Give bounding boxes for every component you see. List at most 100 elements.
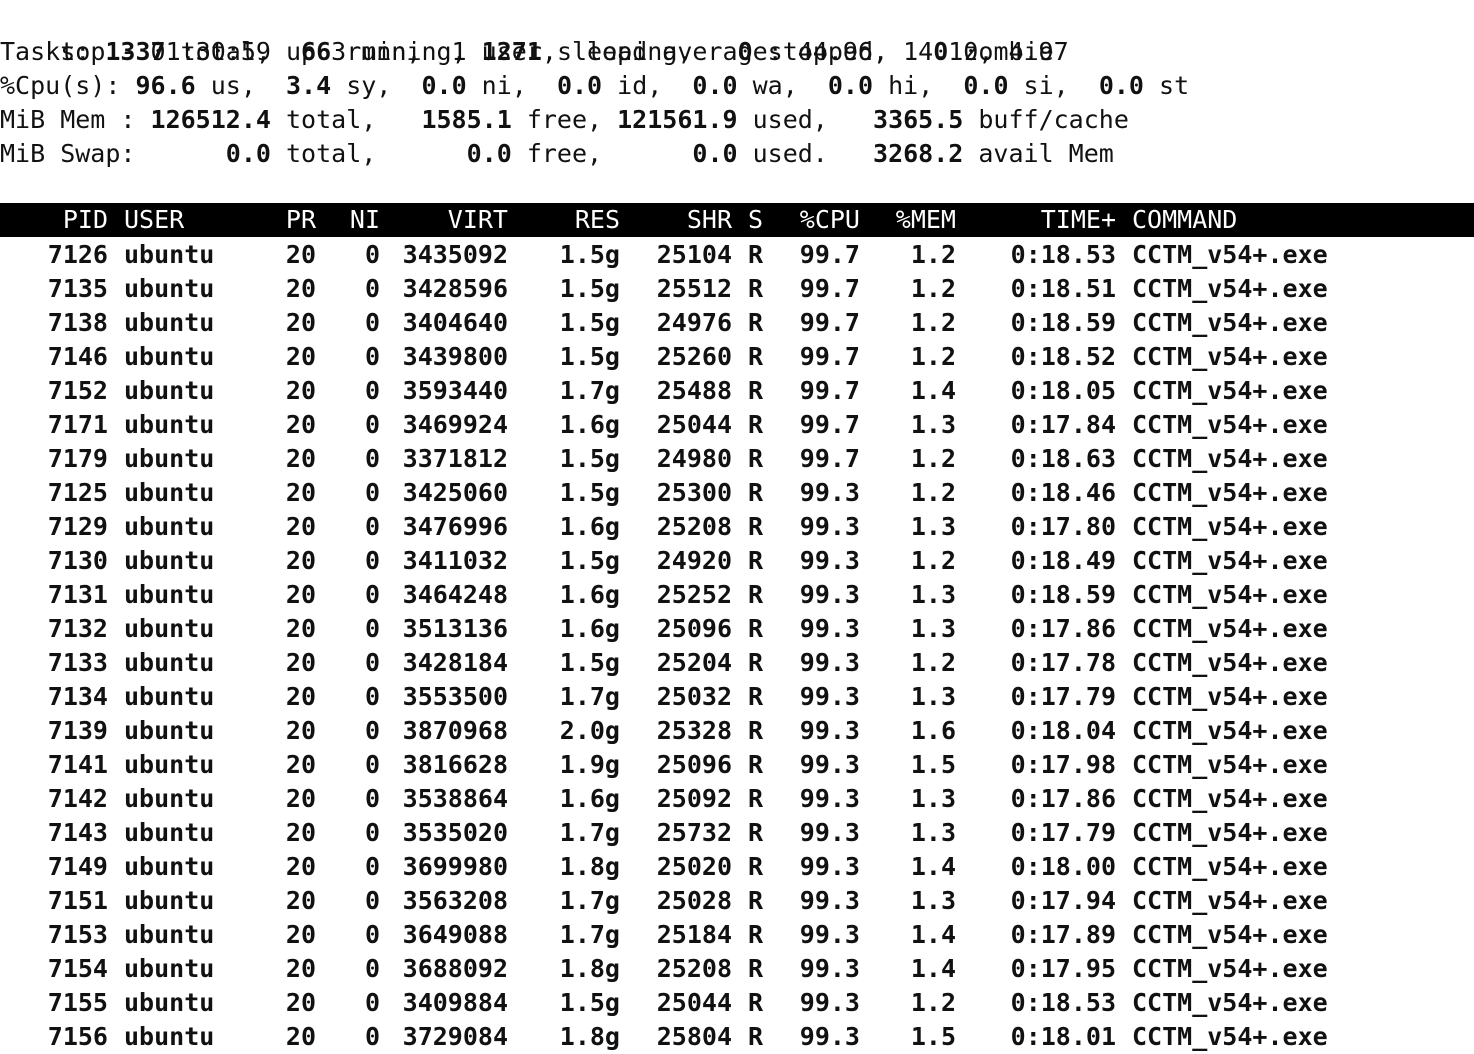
process-virt: 3435092 [402,240,508,269]
process-user: ubuntu [124,852,215,881]
process-mem: 1.3 [910,682,956,711]
process-command: CCTM_v54+.exe [1132,478,1328,507]
tasks-total: 1337 [105,37,166,66]
process-res: 1.9g [559,750,620,779]
process-mem: 1.5 [910,750,956,779]
column-header-s: S [748,205,764,234]
process-shr: 25732 [656,818,732,847]
process-pid: 7132 [47,614,108,643]
process-mem: 1.2 [910,988,956,1017]
process-command: CCTM_v54+.exe [1132,342,1328,371]
process-virt: 3699980 [402,852,508,881]
column-header-pr: PR [285,205,316,234]
process-res: 1.8g [559,1022,620,1051]
process-s: R [748,784,764,813]
mem-label: MiB Mem : [0,105,151,134]
cpu-si: 0.0 [963,71,1009,100]
swap-avail-label: avail Mem [963,139,1114,168]
process-ni: 0 [364,410,380,439]
process-virt: 3371812 [402,444,508,473]
process-cpu: 99.7 [799,376,860,405]
process-time: 0:17.78 [1010,648,1116,677]
process-cpu: 99.3 [799,852,860,881]
cpu-st: 0.0 [1098,71,1144,100]
process-s: R [748,988,764,1017]
cpu-id: 0.0 [556,71,603,100]
process-virt: 3464248 [402,580,508,609]
process-shr: 25252 [656,580,732,609]
process-pr: 20 [285,546,316,575]
process-user: ubuntu [124,274,215,303]
process-shr: 25184 [656,920,732,949]
process-user: ubuntu [124,886,215,915]
process-command: CCTM_v54+.exe [1132,410,1328,439]
cpu-line: %Cpu(s): 96.6 us, 3.4 sy, 0.0 ni, 0.0 id… [0,69,1189,103]
process-pid: 7130 [47,546,108,575]
process-cpu: 99.3 [799,920,860,949]
process-pid: 7153 [47,920,108,949]
swap-line: MiB Swap: 0.0 total, 0.0 free, 0.0 used.… [0,137,1114,171]
process-shr: 25512 [656,274,732,303]
process-virt: 3729084 [402,1022,508,1051]
process-pr: 20 [285,240,316,269]
process-s: R [748,818,764,847]
process-time: 0:17.94 [1010,886,1116,915]
process-shr: 25328 [656,716,732,745]
process-res: 1.5g [559,240,620,269]
cpu-us-label: us, [195,71,286,100]
process-command: CCTM_v54+.exe [1132,580,1328,609]
mem-free-label: free, [511,105,618,134]
process-pid: 7146 [47,342,108,371]
tasks-running: 66 [301,37,332,66]
mem-total: 126512.4 [150,105,271,134]
swap-used: 0.0 [692,139,738,168]
process-res: 1.6g [559,614,620,643]
column-header-cpu: %CPU [799,205,860,234]
process-shr: 25208 [656,512,732,541]
process-pr: 20 [285,988,316,1017]
process-res: 1.7g [559,886,620,915]
process-res: 1.5g [559,342,620,371]
process-cpu: 99.3 [799,580,860,609]
process-ni: 0 [364,342,380,371]
process-cpu: 99.3 [799,818,860,847]
column-header-time: TIME+ [1040,205,1116,234]
process-time: 0:18.46 [1010,478,1116,507]
process-user: ubuntu [124,614,215,643]
process-pr: 20 [285,478,316,507]
process-command: CCTM_v54+.exe [1132,954,1328,983]
process-pid: 7139 [47,716,108,745]
process-mem: 1.3 [910,512,956,541]
process-ni: 0 [364,240,380,269]
process-ni: 0 [364,682,380,711]
process-mem: 1.2 [910,308,956,337]
process-cpu: 99.3 [799,648,860,677]
process-shr: 25032 [656,682,732,711]
process-time: 0:17.86 [1010,784,1116,813]
process-command: CCTM_v54+.exe [1132,818,1328,847]
process-pid: 7142 [47,784,108,813]
process-user: ubuntu [124,478,215,507]
process-res: 1.6g [559,784,620,813]
process-command: CCTM_v54+.exe [1132,1022,1328,1051]
process-mem: 1.3 [910,614,956,643]
process-cpu: 99.7 [799,444,860,473]
process-s: R [748,376,764,405]
process-user: ubuntu [124,648,215,677]
process-user: ubuntu [124,784,215,813]
process-virt: 3439800 [402,342,508,371]
process-res: 1.6g [559,512,620,541]
process-command: CCTM_v54+.exe [1132,784,1328,813]
process-time: 0:18.59 [1010,580,1116,609]
mem-buff-label: buff/cache [963,105,1129,134]
mem-free: 1585.1 [421,105,512,134]
process-pr: 20 [285,512,316,541]
process-res: 1.7g [559,920,620,949]
process-pid: 7125 [47,478,108,507]
process-shr: 25488 [656,376,732,405]
process-s: R [748,954,764,983]
tasks-sleeping: 1271 [481,37,542,66]
process-command: CCTM_v54+.exe [1132,716,1328,745]
process-pid: 7131 [47,580,108,609]
